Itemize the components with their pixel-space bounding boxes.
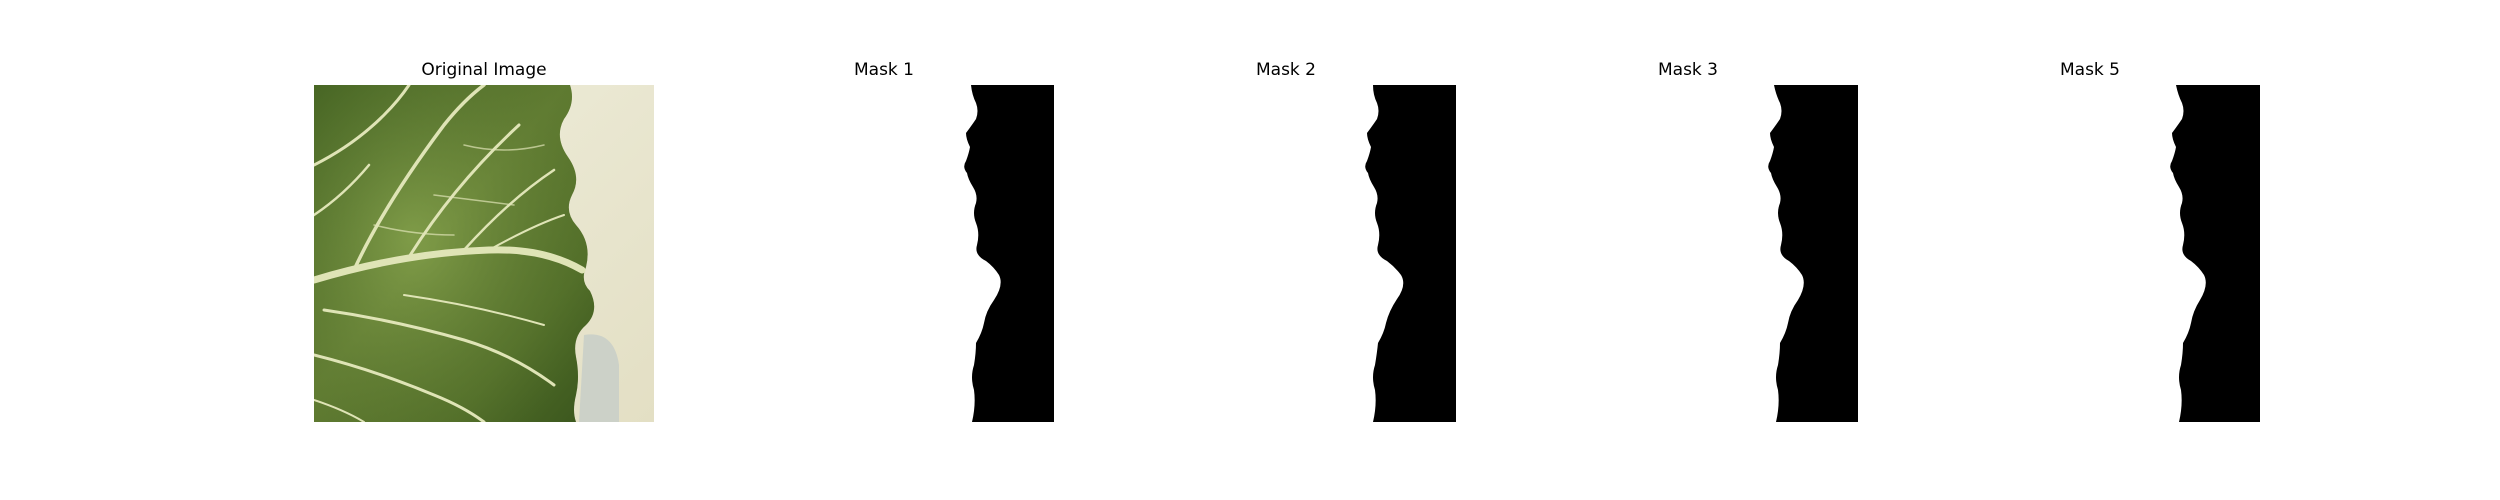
mask-foreground: [964, 85, 1054, 422]
mask-image: [1518, 85, 1858, 422]
mask-2-panel: Mask 2: [1116, 0, 1456, 500]
mask-5-panel: Mask 5: [1920, 0, 2260, 500]
panel-title: Mask 1: [853, 60, 914, 80]
panel-title: Mask 5: [2059, 60, 2120, 80]
panel-title: Original Image: [421, 60, 547, 80]
mask-1-panel: Mask 1: [714, 0, 1054, 500]
mask-image: [714, 85, 1054, 422]
mask-foreground: [1365, 85, 1456, 422]
mask-image: [1116, 85, 1456, 422]
mask-foreground: [2170, 85, 2260, 422]
panel-title: Mask 3: [1657, 60, 1718, 80]
leaf-veins: [314, 85, 586, 422]
panel-title: Mask 2: [1255, 60, 1316, 80]
mask-image: [1920, 85, 2260, 422]
mask-3-panel: Mask 3: [1518, 0, 1858, 500]
original-image-panel: Original Image: [314, 0, 654, 500]
leaf-shadow: [579, 334, 619, 422]
leaf-photo: [314, 85, 654, 422]
mask-foreground: [1768, 85, 1858, 422]
